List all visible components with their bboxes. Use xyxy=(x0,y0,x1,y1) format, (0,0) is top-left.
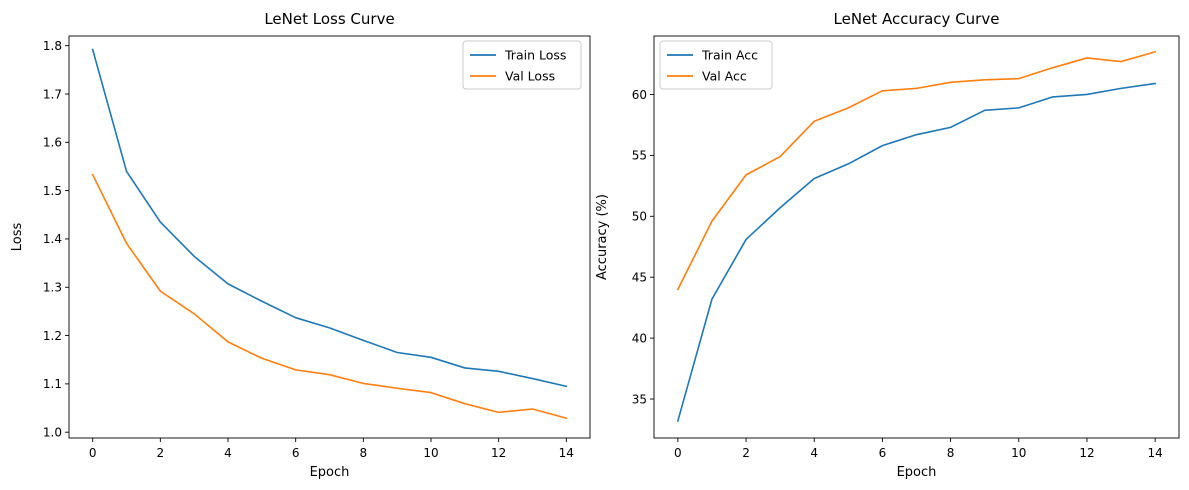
y-tick-label: 55 xyxy=(632,149,647,163)
legend-label: Val Loss xyxy=(505,69,555,84)
y-tick-label: 1.7 xyxy=(43,87,62,101)
y-tick-label: 60 xyxy=(632,88,647,102)
y-tick-label: 50 xyxy=(632,210,647,224)
legend-label: Val Acc xyxy=(702,69,747,84)
y-axis-label: Loss xyxy=(10,223,25,252)
plot-frame xyxy=(653,35,1180,439)
legend-label: Train Loss xyxy=(504,48,566,63)
series-line-0 xyxy=(676,82,1157,422)
y-tick-label: 1.3 xyxy=(43,281,62,295)
legend: Train Loss Val Loss xyxy=(462,40,582,90)
x-tick-label: 0 xyxy=(89,446,97,460)
chart-1: 0 2 4 6 8 10 12 14 35 40 45 50 55 60 LeNet Accuracy Cu… xyxy=(595,10,1180,480)
x-tick-label: 6 xyxy=(879,446,887,460)
y-tick-label: 45 xyxy=(632,271,647,285)
y-tick-label: 1.4 xyxy=(43,232,62,246)
x-tick-label: 6 xyxy=(292,446,300,460)
y-tick-label: 1.6 xyxy=(43,136,62,150)
series-line-0 xyxy=(91,48,568,388)
x-tick-label: 10 xyxy=(423,446,438,460)
x-tick-label: 14 xyxy=(1147,446,1162,460)
chart-0: 0 2 4 6 8 10 12 14 1.0 1.1 1.2 1.3 1.4 1.5 1.6 1.7 1.8 Le… xyxy=(10,10,591,480)
legend-box xyxy=(659,40,773,90)
y-tick-label: 1.0 xyxy=(43,426,62,440)
series-line-1 xyxy=(676,50,1157,291)
x-tick-label: 12 xyxy=(491,446,506,460)
chart-title: LeNet Accuracy Curve xyxy=(834,10,1000,28)
y-axis-label: Accuracy (%) xyxy=(595,194,610,280)
y-tick-label: 1.5 xyxy=(43,184,62,198)
y-tick-label: 40 xyxy=(632,331,647,345)
y-tick-label: 1.2 xyxy=(43,329,62,343)
x-tick-label: 12 xyxy=(1079,446,1094,460)
x-tick-label: 10 xyxy=(1011,446,1026,460)
x-tick-label: 0 xyxy=(674,446,682,460)
plot-frame xyxy=(68,35,591,439)
x-tick-label: 8 xyxy=(360,446,368,460)
x-tick-label: 8 xyxy=(947,446,955,460)
x-axis-label: Epoch xyxy=(897,465,937,480)
y-tick-label: 35 xyxy=(632,392,647,406)
x-axis-label: Epoch xyxy=(310,465,350,480)
legend: Train Acc Val Acc xyxy=(659,40,773,90)
x-tick-label: 14 xyxy=(559,446,574,460)
x-tick-label: 4 xyxy=(810,446,818,460)
x-tick-label: 2 xyxy=(157,446,165,460)
x-tick-label: 2 xyxy=(742,446,750,460)
y-tick-label: 1.1 xyxy=(43,377,62,391)
x-tick-label: 4 xyxy=(224,446,232,460)
chart-title: LeNet Loss Curve xyxy=(264,10,394,28)
y-tick-label: 1.8 xyxy=(43,39,62,53)
legend-box xyxy=(462,40,582,90)
legend-label: Train Acc xyxy=(701,48,758,63)
series-line-1 xyxy=(91,173,568,420)
